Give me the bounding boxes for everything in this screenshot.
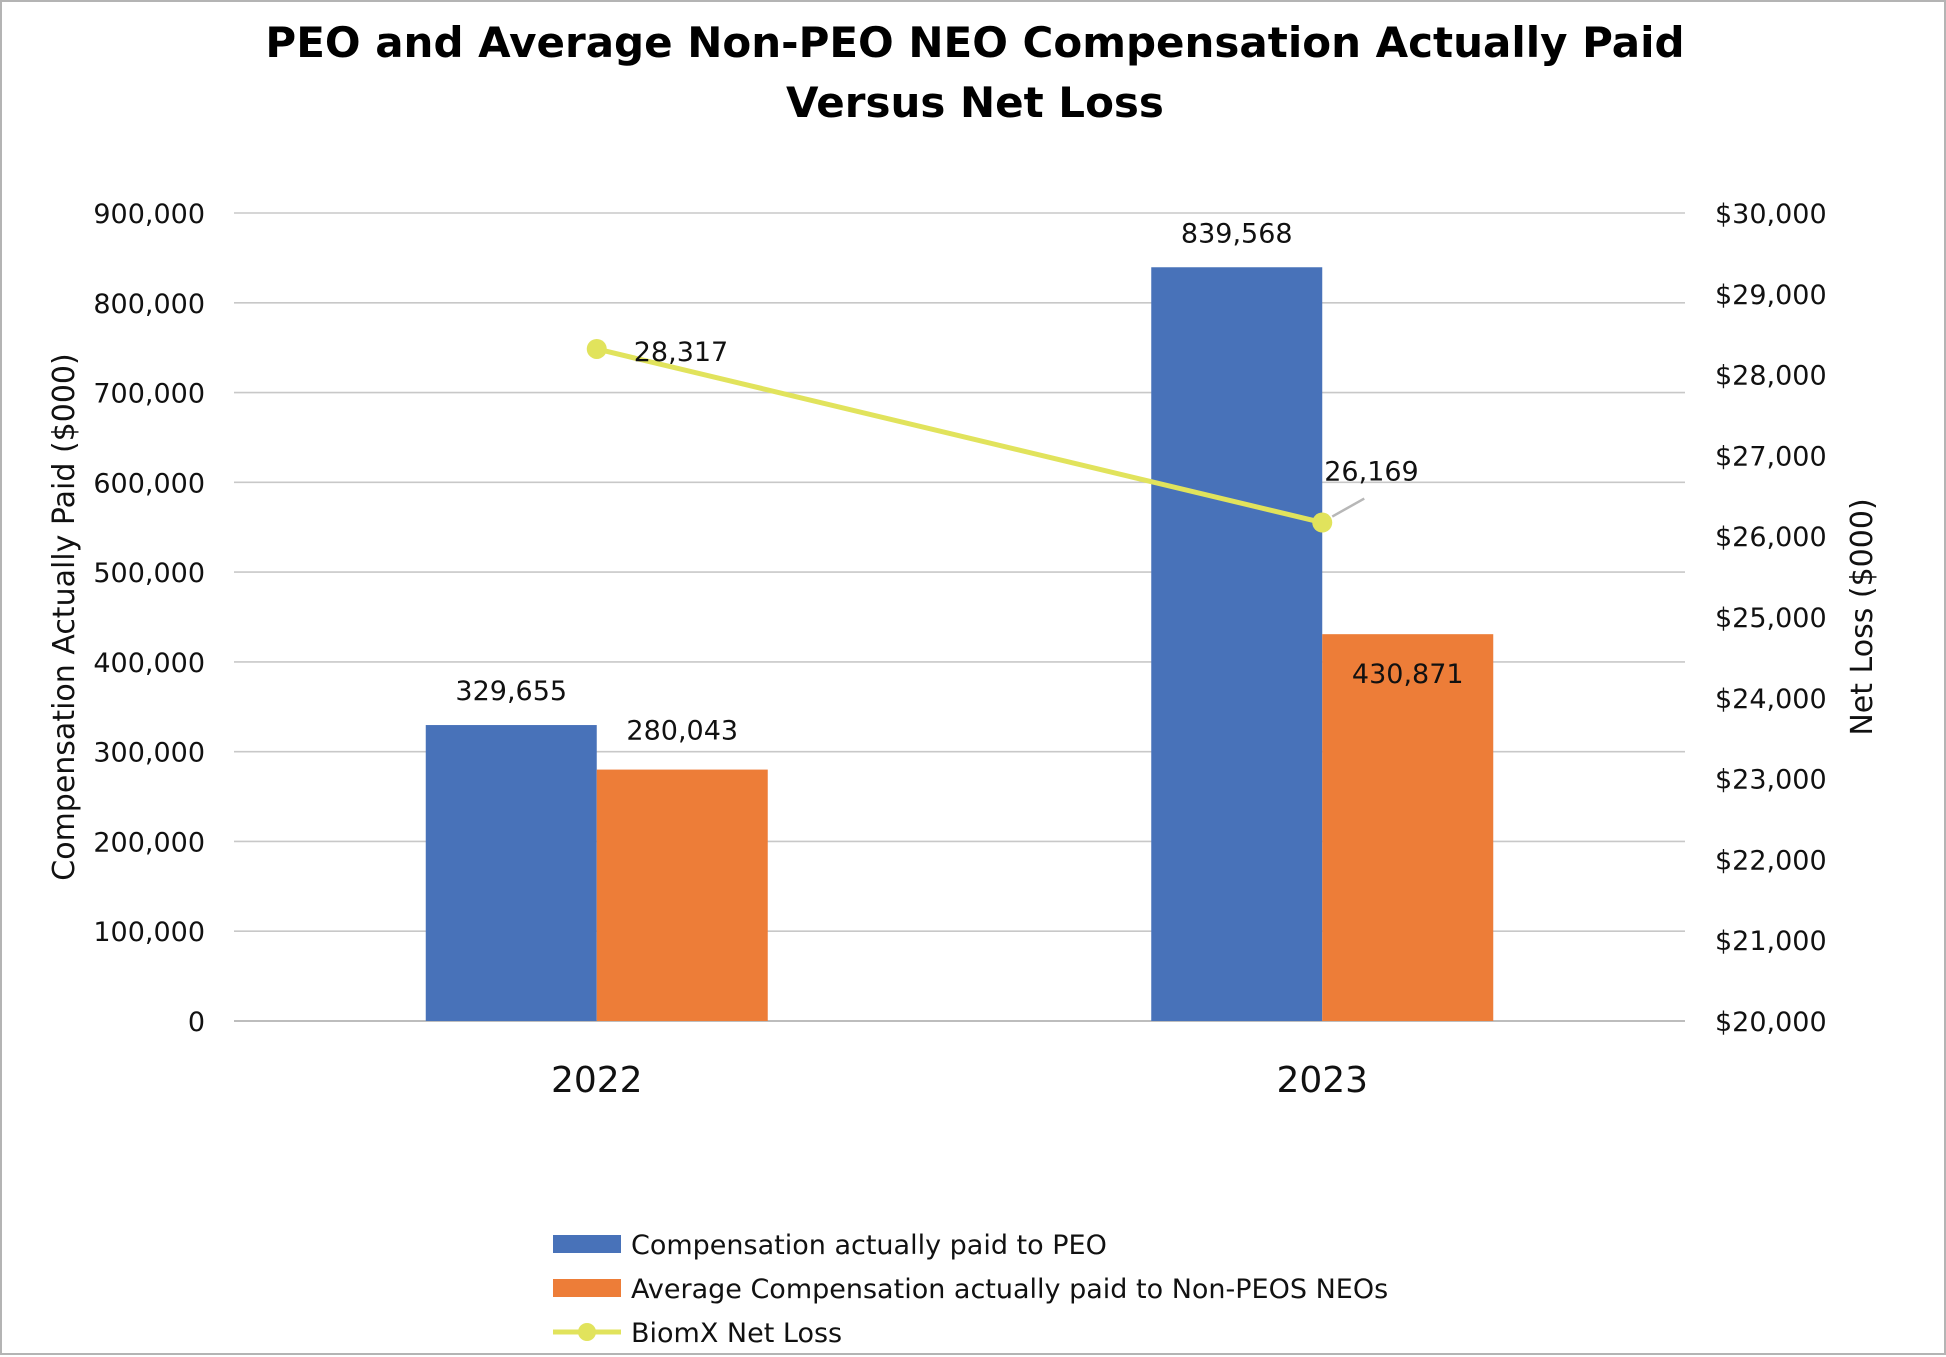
legend-swatch-marker bbox=[578, 1323, 596, 1341]
right-tick-label: $21,000 bbox=[1715, 926, 1827, 957]
net-loss-marker-2023 bbox=[1312, 512, 1333, 533]
legend-item: Compensation actually paid to PEO bbox=[553, 1230, 1107, 1261]
left-tick-label: 200,000 bbox=[93, 827, 205, 858]
category-label: 2022 bbox=[551, 1060, 643, 1101]
right-tick-label: $24,000 bbox=[1715, 684, 1827, 715]
legend-item: Average Compensation actually paid to No… bbox=[553, 1274, 1388, 1305]
chart-title-line-2: Versus Net Loss bbox=[786, 78, 1164, 127]
legend-label: Average Compensation actually paid to No… bbox=[631, 1274, 1388, 1305]
category-axis-labels: 2022 2023 bbox=[551, 1060, 1368, 1101]
left-tick-label: 700,000 bbox=[93, 379, 205, 410]
left-tick-label: 400,000 bbox=[93, 648, 205, 679]
right-axis-title: Net Loss ($000) bbox=[1845, 498, 1880, 735]
line-series bbox=[586, 338, 1365, 533]
left-tick-label: 300,000 bbox=[93, 738, 205, 769]
right-axis-ticks: $20,000 $21,000 $22,000 $23,000 $24,000 $25,0… bbox=[1715, 199, 1827, 1038]
right-tick-label: $29,000 bbox=[1715, 280, 1827, 311]
bar-non-peo-2022 bbox=[596, 769, 768, 1021]
right-tick-label: $23,000 bbox=[1715, 765, 1827, 796]
left-tick-label: 0 bbox=[188, 1007, 205, 1038]
right-tick-label: $27,000 bbox=[1715, 441, 1827, 472]
bar-series bbox=[425, 267, 1494, 1021]
bar-data-label: 430,871 bbox=[1352, 659, 1464, 690]
right-tick-label: $20,000 bbox=[1715, 1007, 1827, 1038]
bar-peo-2023 bbox=[1151, 267, 1323, 1021]
data-labels: 329,655 280,043 839,568 430,871 28,317 26,169 bbox=[455, 218, 1463, 746]
left-axis-title: Compensation Actually Paid ($000) bbox=[47, 353, 82, 880]
bar-data-label: 329,655 bbox=[455, 676, 567, 707]
legend-label: Compensation actually paid to PEO bbox=[631, 1230, 1107, 1261]
category-label: 2023 bbox=[1276, 1060, 1368, 1101]
legend: Compensation actually paid to PEO Average… bbox=[553, 1230, 1388, 1349]
bar-data-label: 280,043 bbox=[626, 716, 738, 747]
net-loss-line bbox=[596, 346, 1323, 525]
leader-line bbox=[1331, 497, 1365, 518]
bar-data-label: 839,568 bbox=[1181, 218, 1293, 249]
bar-non-peo-2023 bbox=[1322, 634, 1494, 1021]
line-data-label: 28,317 bbox=[634, 337, 728, 368]
left-axis-ticks: 0 100,000 200,000 300,000 400,000 500,000 600,… bbox=[93, 199, 205, 1038]
right-tick-label: $25,000 bbox=[1715, 603, 1827, 634]
bar-peo-2022 bbox=[425, 725, 597, 1021]
legend-item: BiomX Net Loss bbox=[553, 1318, 842, 1349]
net-loss-marker-2022 bbox=[586, 338, 607, 359]
legend-label: BiomX Net Loss bbox=[631, 1318, 842, 1349]
left-tick-label: 600,000 bbox=[93, 468, 205, 499]
right-tick-label: $30,000 bbox=[1715, 199, 1827, 230]
legend-swatch bbox=[553, 1235, 621, 1253]
legend-swatch bbox=[553, 1279, 621, 1297]
left-tick-label: 800,000 bbox=[93, 289, 205, 320]
right-tick-label: $22,000 bbox=[1715, 845, 1827, 876]
chart-title: PEO and Average Non-PEO NEO Compensation… bbox=[265, 18, 1684, 127]
line-data-label: 26,169 bbox=[1324, 457, 1418, 488]
right-tick-label: $28,000 bbox=[1715, 361, 1827, 392]
left-tick-label: 100,000 bbox=[93, 917, 205, 948]
right-tick-label: $26,000 bbox=[1715, 522, 1827, 553]
left-tick-label: 900,000 bbox=[93, 199, 205, 230]
left-tick-label: 500,000 bbox=[93, 558, 205, 589]
chart-title-line-1: PEO and Average Non-PEO NEO Compensation… bbox=[265, 18, 1684, 67]
